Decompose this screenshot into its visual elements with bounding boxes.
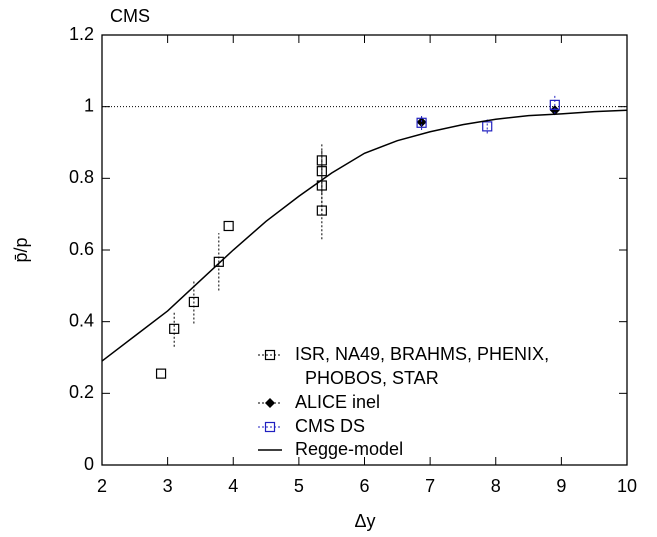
y-axis-label: p̄/p (11, 237, 31, 262)
x-tick-label: 7 (425, 476, 435, 496)
y-tick-label: 0 (84, 454, 94, 474)
y-tick-label: 1.2 (69, 24, 94, 44)
x-tick-label: 4 (228, 476, 238, 496)
y-tick-label: 0.4 (69, 310, 94, 330)
data-point (169, 323, 180, 334)
legend-label: CMS DS (295, 416, 365, 436)
legend-label: ALICE inel (295, 392, 380, 412)
y-tick-label: 0.8 (69, 167, 94, 187)
data-point (155, 368, 167, 379)
data-point (549, 99, 560, 110)
legend-swatch (265, 398, 275, 408)
y-tick-label: 0.2 (69, 382, 94, 402)
x-tick-label: 10 (617, 476, 637, 496)
x-axis-label: Δy (354, 511, 375, 531)
y-tick-label: 0.6 (69, 239, 94, 259)
data-point (316, 166, 327, 177)
x-tick-label: 8 (491, 476, 501, 496)
legend-label: Regge-model (295, 439, 403, 459)
data-point (549, 105, 560, 116)
x-tick-label: 2 (97, 476, 107, 496)
legend-label: ISR, NA49, BRAHMS, PHENIX, (295, 344, 549, 364)
data-point (316, 205, 327, 216)
data-point (482, 121, 493, 132)
data-point (416, 117, 427, 128)
regge-curve (101, 109, 628, 362)
legend-swatch (264, 421, 276, 433)
x-tick-label: 5 (294, 476, 304, 496)
data-point (416, 117, 427, 128)
annotation: CMS (110, 6, 150, 26)
y-tick-label: 1 (84, 95, 94, 115)
data-point (223, 220, 234, 232)
data-point (213, 256, 224, 267)
x-tick-label: 3 (163, 476, 173, 496)
data-point (188, 296, 199, 308)
x-tick-label: 6 (359, 476, 369, 496)
x-tick-label: 9 (556, 476, 566, 496)
legend-swatch (264, 349, 276, 361)
legend-label: PHOBOS, STAR (305, 368, 439, 388)
